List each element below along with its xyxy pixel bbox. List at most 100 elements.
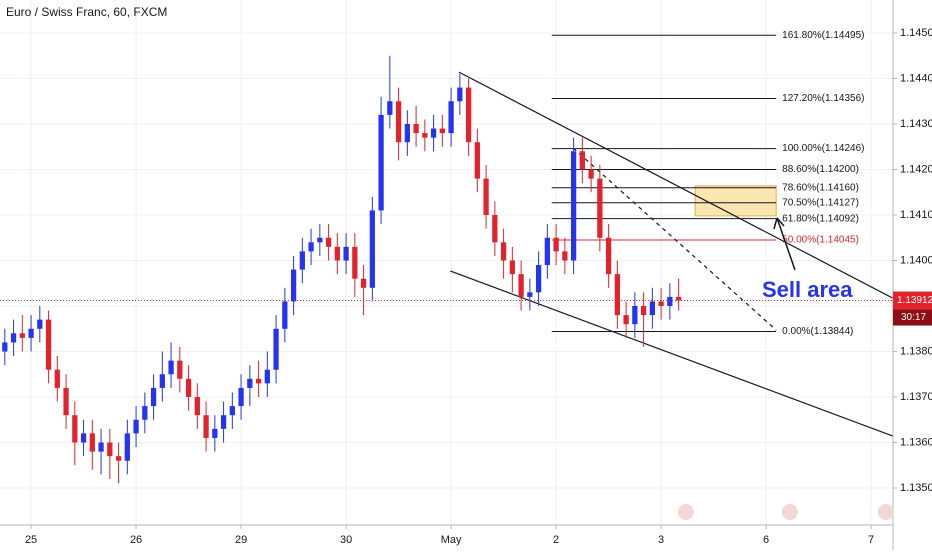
candle-body [299, 251, 305, 270]
candle-body [63, 387, 69, 416]
candle-body [343, 246, 349, 261]
candle-body [395, 101, 402, 143]
candle-body [255, 378, 262, 384]
x-tick-label: 26 [130, 534, 142, 546]
candle-body [150, 387, 157, 407]
y-tick-label: 1.13600 [900, 436, 932, 448]
candle-body [325, 237, 332, 247]
axes: 1.14500 1.14400 1.14300 1.14200 1.14100 1.140… [25, 27, 932, 546]
candle-body [212, 428, 218, 438]
x-tick-label: 3 [658, 534, 664, 546]
candle-body [667, 296, 673, 306]
arrow [776, 217, 796, 271]
candle-body [10, 333, 17, 343]
event-icon [678, 504, 694, 520]
x-tick-label: 29 [235, 534, 247, 546]
x-tick-label: 7 [868, 534, 874, 546]
candle-body [220, 415, 227, 429]
annotation: Sell area [762, 277, 853, 302]
candle-body [282, 301, 288, 329]
arrow-head [773, 217, 785, 230]
countdown-label: 30:17 [901, 312, 926, 323]
candle-body [474, 142, 480, 179]
fib-label: 50.00%(1.14045) [782, 235, 859, 246]
candle-body [562, 251, 568, 261]
candle-body [54, 369, 60, 388]
y-tick-label: 1.13500 [900, 482, 932, 494]
candle-body [308, 242, 314, 252]
candle-body [632, 305, 638, 325]
grid [0, 0, 893, 525]
candle-body [247, 378, 253, 388]
candle-body [229, 406, 235, 416]
candle-body [465, 87, 472, 143]
sell-zone [694, 185, 777, 217]
y-tick-label: 1.13800 [900, 345, 932, 357]
candle-body [273, 328, 279, 370]
candle-body [500, 242, 507, 261]
candle-body [290, 269, 297, 302]
candle-body [553, 237, 559, 252]
candle-body [115, 456, 122, 461]
candle-body [527, 292, 533, 297]
candle-body [177, 360, 183, 379]
countdown-box [893, 309, 932, 326]
y-tick-label: 1.14400 [900, 72, 932, 84]
candle-body [614, 274, 620, 316]
candle-body [334, 246, 340, 261]
candle-body [98, 442, 104, 452]
candle-body [422, 133, 428, 138]
event-icons [678, 504, 894, 520]
fib-label: 127.20%(1.14356) [782, 93, 864, 104]
fib-label: 61.80%(1.14092) [782, 213, 859, 224]
candle-body [605, 237, 612, 275]
trend-line [458, 71, 894, 299]
candle-body [640, 305, 647, 316]
candle-body [37, 319, 43, 329]
fib-label: 88.60%(1.14200) [782, 164, 859, 175]
candle-body [72, 415, 78, 443]
candle-body [45, 319, 52, 370]
candle-body [439, 128, 445, 134]
y-tick-label: 1.14300 [900, 118, 932, 130]
candle-body [387, 101, 393, 115]
candle-body [352, 246, 358, 279]
candle-body [675, 296, 682, 301]
fib-label: 161.80%(1.14495) [782, 30, 864, 41]
candle-body [194, 397, 200, 416]
candle-body [264, 369, 270, 384]
x-tick-label: 25 [25, 534, 37, 546]
candle-body [649, 301, 655, 316]
fib-label: 100.00%(1.14246) [782, 143, 864, 154]
candle-body [19, 333, 25, 338]
candle-body [238, 387, 244, 407]
candle-body [404, 123, 410, 143]
plot: 161.80%(1.14495) 127.20%(1.14356) 100.00%(… [0, 30, 894, 484]
x-tick-label: 6 [763, 534, 769, 546]
chart-title: Euro / Swiss Franc, 60, FXCM [6, 5, 167, 19]
candle-body [509, 260, 515, 275]
candle-body [518, 274, 524, 297]
y-tick-label: 1.14000 [900, 254, 932, 266]
candle-body [413, 123, 419, 134]
y-tick-label: 1.14500 [900, 27, 932, 39]
fib-label: 78.60%(1.14160) [782, 182, 859, 193]
x-tick-label: 30 [340, 534, 352, 546]
y-tick-label: 1.13700 [900, 391, 932, 403]
candle-body [133, 419, 139, 434]
x-tick-label: 2 [553, 534, 559, 546]
last-price-box [893, 291, 932, 310]
event-icon [782, 504, 798, 520]
y-tick-label: 1.14100 [900, 209, 932, 221]
candle-body [203, 415, 209, 438]
candle-body [544, 237, 550, 266]
candle-body [369, 210, 375, 288]
candle-body [597, 178, 603, 238]
candle-body [535, 265, 542, 293]
candle-body [588, 169, 594, 179]
candle-body [457, 87, 463, 102]
candle-body [185, 378, 192, 398]
candle-body [168, 360, 174, 375]
candle-body [658, 301, 664, 306]
